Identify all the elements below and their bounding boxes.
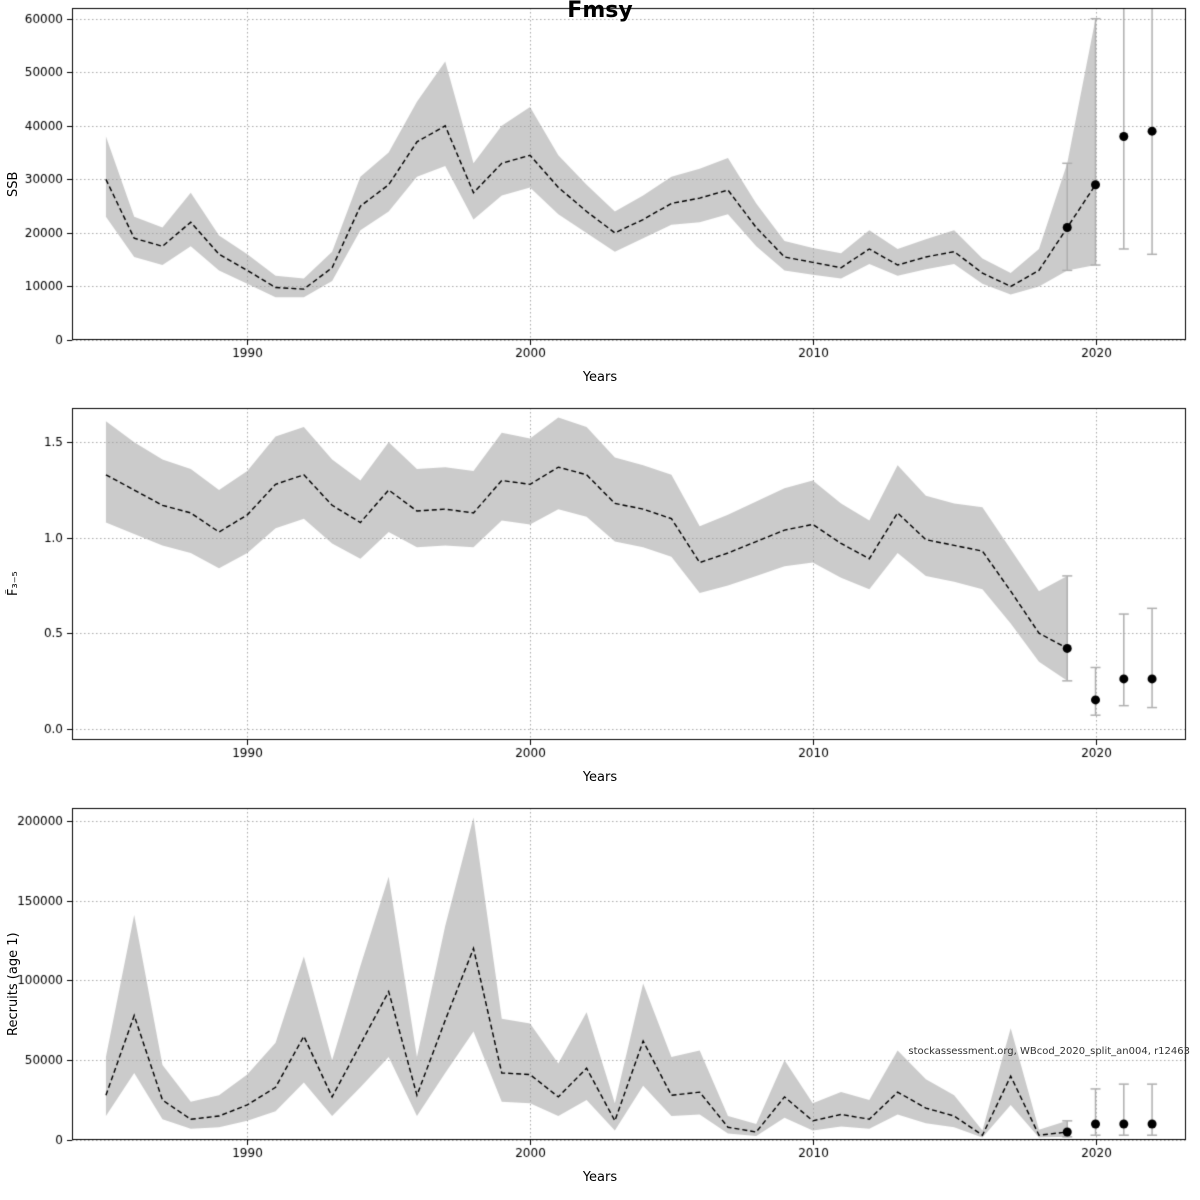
fbar-xaxis-label: Years [582,770,618,785]
fbar-panel: F̄₃₋₅ Years [0,400,1200,800]
recruits-xaxis-label: Years [582,1170,618,1185]
recruits-panel: Recruits (age 1) Years stockassessment.o… [0,800,1200,1200]
ssb-xaxis-label: Years [582,370,618,385]
recruits-chart-canvas [0,800,1200,1168]
ssb-chart-canvas [0,0,1200,368]
fbar-chart-canvas [0,400,1200,768]
ssb-panel: Fmsy SSB Years [0,0,1200,400]
watermark-text: stockassessment.org, WBcod_2020_split_an… [908,1046,1190,1057]
